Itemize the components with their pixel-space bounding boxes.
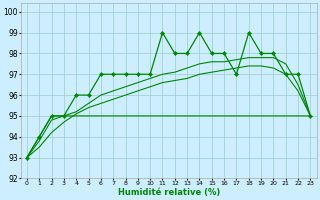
X-axis label: Humidité relative (%): Humidité relative (%) [117, 188, 220, 197]
